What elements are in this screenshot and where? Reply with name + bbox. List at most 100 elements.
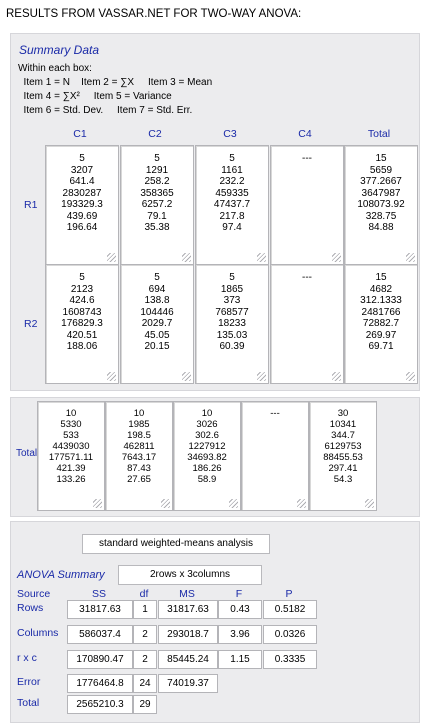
cell-value: 533 xyxy=(63,430,79,441)
resize-grip-icon[interactable] xyxy=(182,372,191,381)
cell-value: 4439030 xyxy=(52,441,90,452)
cell-value: 34693.82 xyxy=(187,452,227,463)
design-button[interactable]: 2rows x 3columns xyxy=(118,565,262,585)
cell-value: 358365 xyxy=(140,187,174,199)
anova-column-header: df xyxy=(139,588,149,600)
cell-value: --- xyxy=(302,153,312,164)
cell-value: --- xyxy=(302,272,312,283)
resize-grip-icon[interactable] xyxy=(107,253,116,262)
cell-value: 768577 xyxy=(215,306,249,318)
resize-grip-icon[interactable] xyxy=(406,253,415,262)
totals-cell: 10 1985 198.5 462811 7643.17 87.43 27.65 xyxy=(105,401,173,511)
anova-cell: 29 xyxy=(133,695,157,714)
cell-value: 10 xyxy=(201,408,213,419)
cell-value: 176829.3 xyxy=(61,318,103,329)
summary-cell: 5 694 138.8 104446 2029.7 45.05 20.15 xyxy=(120,264,194,384)
cell-value: 133.26 xyxy=(56,474,86,485)
cell-value: 302.6 xyxy=(195,430,219,441)
resize-grip-icon[interactable] xyxy=(229,499,238,508)
resize-grip-icon[interactable] xyxy=(332,372,341,381)
totals-cell: 10 3026 302.6 1227912 34693.82 186.26 58.9 xyxy=(173,401,241,511)
anova-cell: 293018.7 xyxy=(158,625,218,644)
column-header: C4 xyxy=(298,128,312,140)
cell-value: 377.2667 xyxy=(360,176,402,187)
cell-value: 45.05 xyxy=(144,329,170,341)
cell-value: 15 xyxy=(375,272,387,283)
cell-value: 421.39 xyxy=(56,463,86,474)
anova-cell: 2 xyxy=(133,625,157,644)
cell-value: 198.5 xyxy=(127,430,151,441)
cell-value: 258.2 xyxy=(144,176,170,187)
anova-row-label: Total xyxy=(17,697,40,709)
summary-legend: Within each box: Item 1 = N Item 2 = ∑X … xyxy=(18,62,212,118)
resize-grip-icon[interactable] xyxy=(257,372,266,381)
cell-value: 694 xyxy=(148,283,166,295)
cell-value: 1227912 xyxy=(188,441,226,452)
cell-value: 72882.7 xyxy=(362,318,400,329)
anova-cell: 1776464.8 xyxy=(67,674,133,693)
totals-cell: --- xyxy=(241,401,309,511)
cell-value: 69.71 xyxy=(368,341,394,352)
cell-value: 84.88 xyxy=(368,222,394,233)
resize-grip-icon[interactable] xyxy=(161,499,170,508)
cell-value: 641.4 xyxy=(69,176,95,187)
cell-value: 10341 xyxy=(329,419,357,430)
anova-cell: 1 xyxy=(133,600,157,619)
cell-value: 188.06 xyxy=(66,341,98,352)
resize-grip-icon[interactable] xyxy=(107,372,116,381)
legend-line: Item 4 = ∑X² Item 5 = Variance xyxy=(18,91,172,102)
resize-grip-icon[interactable] xyxy=(257,253,266,262)
cell-value: 3026 xyxy=(196,419,218,430)
cell-value: --- xyxy=(270,408,280,419)
method-button[interactable]: standard weighted-means analysis xyxy=(82,534,270,554)
legend-line: Item 1 = N Item 2 = ∑X Item 3 = Mean xyxy=(18,77,213,88)
cell-value: 6129753 xyxy=(324,441,362,452)
resize-grip-icon[interactable] xyxy=(365,499,374,508)
anova-row-label: Error xyxy=(17,676,41,688)
anova-heading: ANOVA Summary xyxy=(17,569,105,581)
resize-grip-icon[interactable] xyxy=(297,499,306,508)
column-header: C1 xyxy=(73,128,87,140)
anova-cell: 2 xyxy=(133,650,157,669)
resize-grip-icon[interactable] xyxy=(93,499,102,508)
summary-cell: 5 1291 258.2 358365 6257.2 79.1 35.38 xyxy=(120,145,194,265)
legend-line: Item 6 = Std. Dev. Item 7 = Std. Err. xyxy=(18,105,193,116)
cell-value: 424.6 xyxy=(69,295,95,306)
anova-column-header: P xyxy=(285,588,293,600)
cell-value: 5 xyxy=(79,153,85,164)
cell-value: 10 xyxy=(133,408,145,419)
anova-column-header: MS xyxy=(179,588,195,600)
legend-line: Within each box: xyxy=(18,63,92,74)
cell-value: 2029.7 xyxy=(141,318,173,329)
cell-value: 5 xyxy=(154,272,160,283)
cell-value: 60.39 xyxy=(219,341,245,352)
anova-cell: 0.3335 xyxy=(263,650,317,669)
summary-cell: 5 3207 641.4 2830287 193329.3 439.69 196.64 xyxy=(45,145,119,265)
cell-value: 3647987 xyxy=(361,187,401,199)
cell-value: 1291 xyxy=(145,164,169,176)
anova-row-label: Columns xyxy=(17,627,59,639)
cell-value: 138.8 xyxy=(144,295,170,306)
cell-value: 269.97 xyxy=(365,329,397,341)
cell-value: 232.2 xyxy=(219,176,245,187)
cell-value: 87.43 xyxy=(127,463,151,474)
resize-grip-icon[interactable] xyxy=(182,253,191,262)
resize-grip-icon[interactable] xyxy=(332,253,341,262)
anova-row-label: r x c xyxy=(17,652,37,664)
cell-value: 373 xyxy=(223,295,241,306)
anova-cell: 0.5182 xyxy=(263,600,317,619)
cell-value: 344.7 xyxy=(331,430,355,441)
cell-value: 47437.7 xyxy=(213,199,251,210)
row-header: R2 xyxy=(24,318,38,330)
cell-value: 5 xyxy=(154,153,160,164)
summary-cell: --- xyxy=(270,145,344,265)
column-header: C3 xyxy=(223,128,237,140)
resize-grip-icon[interactable] xyxy=(406,372,415,381)
cell-value: 88455.53 xyxy=(323,452,363,463)
summary-cell: 5 2123 424.6 1608743 176829.3 420.51 188.06 xyxy=(45,264,119,384)
column-header: C2 xyxy=(148,128,162,140)
cell-value: 5330 xyxy=(60,419,82,430)
totals-cell: 10 5330 533 4439030 177571.11 421.39 133.26 xyxy=(37,401,105,511)
cell-value: 312.1333 xyxy=(360,295,402,306)
anova-cell: 0.43 xyxy=(218,600,262,619)
